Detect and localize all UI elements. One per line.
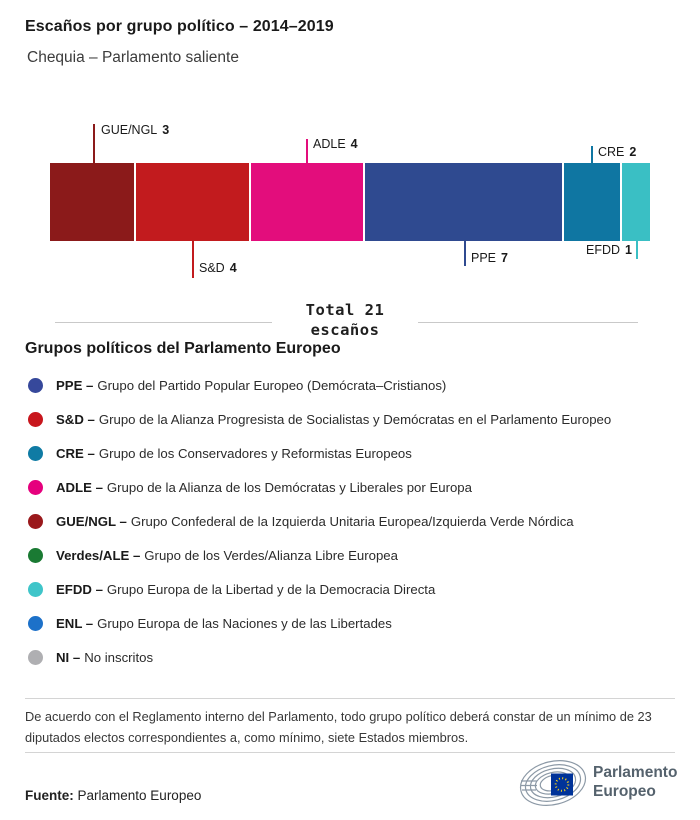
seat-count: 3 [162,123,170,137]
page-title: Escaños por grupo político – 2014–2019 [25,18,334,35]
group-name: PPE [471,251,497,265]
total-seats-label-line1: Total 21 [305,301,385,319]
verdes-ale-color-dot-icon [28,547,43,563]
legend-item-adle: ADLE – Grupo de la Alianza de los Demócra… [28,470,678,504]
gue-ngl-color-dot-icon [28,513,43,529]
legend-list: PPE – Grupo del Partido Popular Europeo (… [28,368,678,674]
seat-count: 1 [625,243,632,257]
legend-item-verdes-ale: Verdes/ALE – Grupo de los Verdes/Alianza … [28,538,678,572]
group-abbr: GUE/NGL – [56,513,127,529]
legend-item-label: EFDD – Grupo Europa de la Libertad y de l… [56,582,435,597]
group-abbr: EFDD – [56,581,103,597]
footnote-text: De acuerdo con el Reglamento interno del… [25,709,652,745]
group-abbr: PPE – [56,377,94,393]
callout-line-gue-ngl [93,124,95,163]
callout-line-adle [306,139,308,163]
page-subtitle: Chequia – Parlamento saliente [27,49,239,66]
adle-color-dot-icon [28,479,43,495]
callout-label-cre: CRE 2 [598,145,636,159]
callout-line-efdd [636,241,638,259]
eu-flag-icon [551,773,573,796]
legend-item-cre: CRE – Grupo de los Conservadores y Reform… [28,436,678,470]
legend-item-label: PPE – Grupo del Partido Popular Europeo (… [56,378,446,393]
legend-heading: Grupos políticos del Parlamento Europeo [25,340,341,357]
bar-segment-sd [136,163,249,241]
legend-item-efdd: EFDD – Grupo Europa de la Libertad y de l… [28,572,678,606]
callout-label-ppe: PPE 7 [471,251,508,265]
legend-item-enl: ENL – Grupo Europa de las Naciones y de l… [28,606,678,640]
legend-item-label: CRE – Grupo de los Conservadores y Reform… [56,446,412,461]
eu-flag-stars [554,777,570,792]
sd-color-dot-icon [28,411,43,427]
legend-item-label: ADLE – Grupo de la Alianza de los Demócra… [56,480,472,495]
logo-text-line2: Europeo [593,783,656,800]
legend-item-sd: S&D – Grupo de la Alianza Progresista de … [28,402,678,436]
seat-count: 7 [501,251,508,265]
legend-item-label: ENL – Grupo Europa de las Naciones y de l… [56,616,392,631]
callout-label-adle: ADLE 4 [313,137,358,151]
logo-text: Parlamento Europeo [593,763,677,801]
ppe-color-dot-icon [28,377,43,393]
cre-color-dot-icon [28,445,43,461]
bar-segment-efdd [621,163,650,241]
group-full-name: Grupo del Partido Popular Europeo (Demóc… [97,377,447,393]
seat-bar [50,163,650,241]
legend-item-label: NI – No inscritos [56,650,153,665]
callout-label-gue-ngl: GUE/NGL 3 [101,123,169,137]
group-abbr: ADLE – [56,479,103,495]
group-full-name: No inscritos [84,649,154,665]
group-full-name: Grupo Europa de la Libertad y de la Demo… [106,581,436,597]
source-line: Fuente: Parlamento Europeo [25,788,201,803]
group-full-name: Grupo Confederal de la Izquierda Unitari… [130,513,574,529]
source-label: Fuente: [25,788,74,803]
group-abbr: CRE – [56,445,95,461]
seat-count: 2 [629,145,637,159]
group-abbr: NI – [56,649,81,665]
group-abbr: Verdes/ALE – [56,547,141,563]
legend-item-label: GUE/NGL – Grupo Confederal de la Izquierd… [56,514,574,529]
bar-segment-ppe [365,163,562,241]
callout-line-sd [192,241,194,278]
group-abbr: ENL – [56,615,94,631]
seat-count: 4 [229,261,237,275]
total-divider-left [55,322,272,323]
group-full-name: Grupo de la Alianza Progresista de Socia… [98,411,612,427]
ep-logo: Parlamento Europeo [518,757,677,807]
group-abbr: S&D – [56,411,95,427]
legend-item-label: Verdes/ALE – Grupo de los Verdes/Alianza … [56,548,398,563]
efdd-color-dot-icon [28,581,43,597]
seat-bar-chart: GUE/NGL 3 ADLE 4 CRE 2 S&D 4 PPE 7 EFDD 1 [0,110,700,302]
legend-item-label: S&D – Grupo de la Alianza Progresista de … [56,412,611,427]
bar-segment-gue-ngl [50,163,135,241]
legend-item-ppe: PPE – Grupo del Partido Popular Europeo (… [28,368,678,402]
callout-label-efdd: EFDD 1 [556,243,632,257]
legend-item-gue-ngl: GUE/NGL – Grupo Confederal de la Izquierd… [28,504,678,538]
total-seats-label-line2: escaños [310,321,380,339]
group-full-name: Grupo Europa de las Naciones y de las Li… [97,615,392,631]
group-full-name: Grupo de los Verdes/Alianza Libre Europe… [144,547,398,563]
group-full-name: Grupo de los Conservadores y Reformistas… [98,445,412,461]
group-full-name: Grupo de la Alianza de los Demócratas y … [106,479,472,495]
seat-count: 4 [350,137,358,151]
group-name: S&D [199,261,225,275]
footnote-divider-bottom [25,752,675,753]
callout-line-ppe [464,241,466,266]
bar-segment-adle [250,163,364,241]
logo-text-line1: Parlamento [593,764,678,781]
bar-segment-cre [563,163,620,241]
callout-label-sd: S&D 4 [199,261,237,275]
legend-item-ni: NI – No inscritos [28,640,678,674]
hemicycle-icon [519,760,587,806]
footnote-divider-top [25,698,675,699]
group-name: CRE [598,145,625,159]
group-name: EFDD [586,243,621,257]
group-name: ADLE [313,137,346,151]
total-divider-right [418,322,638,323]
callout-line-cre [591,146,593,163]
enl-color-dot-icon [28,615,43,631]
source-value: Parlamento Europeo [77,788,202,803]
group-name: GUE/NGL [101,123,158,137]
ni-color-dot-icon [28,649,43,665]
